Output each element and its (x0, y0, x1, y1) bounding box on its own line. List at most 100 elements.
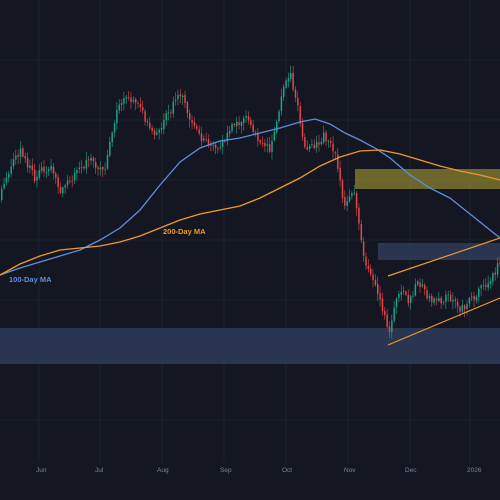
candle-body (268, 144, 271, 152)
candle-body (416, 281, 419, 285)
candle-body (496, 263, 499, 275)
price-zone (355, 169, 500, 189)
candle-body (461, 305, 464, 312)
candle-body (402, 291, 405, 293)
candle-body (344, 196, 346, 206)
candle-body (384, 310, 386, 315)
candle-body (184, 95, 186, 103)
candle-body (322, 132, 325, 143)
candle-body (313, 144, 316, 149)
candle-body (283, 86, 285, 97)
candle-body (57, 177, 59, 188)
candle-body (19, 148, 22, 157)
candle-body (257, 132, 259, 141)
candle-body (478, 288, 480, 298)
candle-body (405, 291, 407, 295)
candle-body (200, 133, 203, 142)
candle-body (214, 144, 217, 148)
candle-body (146, 121, 149, 123)
candle-body (52, 166, 55, 174)
candle-body (219, 147, 222, 149)
candle-body (116, 109, 118, 124)
candle-body (367, 265, 370, 269)
candle-body (285, 80, 287, 88)
candle-body (489, 280, 492, 284)
candle-body (210, 144, 212, 146)
candle-body (71, 180, 73, 182)
x-tick-label: Nov (344, 467, 356, 474)
candle-body (76, 170, 78, 174)
candle-body (45, 171, 48, 173)
candle-body (388, 326, 391, 333)
candle-body (409, 296, 412, 303)
x-tick-label: Sep (220, 467, 232, 474)
candle-body (191, 120, 193, 123)
candle-body (442, 301, 445, 303)
candle-body (137, 103, 139, 104)
candle-body (212, 145, 214, 146)
candle-body (120, 102, 123, 106)
candle-body (337, 154, 339, 169)
candle-body (83, 166, 85, 169)
candle-body (280, 96, 283, 112)
candle-body (50, 165, 52, 170)
candle-body (395, 298, 398, 308)
candle-body (205, 139, 207, 141)
candle-body (221, 140, 224, 147)
candle-body (172, 101, 175, 114)
candle-body (55, 173, 57, 178)
candle-body (224, 141, 226, 143)
candle-body (456, 301, 459, 307)
candle-body (95, 162, 97, 168)
candle-body (156, 132, 158, 135)
candle-body (327, 140, 330, 142)
candle-body (318, 142, 320, 145)
candle-body (29, 165, 31, 169)
candle-body (181, 95, 184, 98)
candle-body (90, 157, 92, 161)
candle-body (3, 183, 5, 189)
candle-body (386, 314, 388, 327)
candle-body (419, 282, 421, 287)
candle-body (226, 132, 229, 142)
candle-body (275, 121, 278, 133)
ma200-label: 200-Day MA (163, 227, 206, 236)
candle-body (130, 97, 132, 103)
price-zone (0, 328, 500, 364)
x-tick-label: Dec (405, 467, 417, 474)
candle-body (365, 256, 367, 266)
channel-line (387, 297, 500, 346)
candle-body (330, 140, 332, 143)
candle-body (69, 180, 71, 182)
candle-body (424, 285, 426, 290)
candle-body (334, 152, 337, 154)
candle-body (134, 98, 137, 103)
series-labels: 200-Day MA 100-Day MA (9, 227, 206, 284)
candle-body (5, 177, 8, 183)
candle-body (177, 95, 179, 100)
candle-body (315, 141, 318, 148)
candle-body (259, 140, 261, 143)
candle-body (398, 293, 400, 298)
channel-lines (387, 237, 500, 346)
candle-body (358, 207, 360, 224)
candle-body (109, 142, 111, 156)
candle-body (17, 154, 19, 157)
candle-body (320, 141, 323, 145)
candle-body (297, 97, 299, 106)
candle-body (111, 132, 113, 143)
candle-body (167, 112, 170, 114)
candle-body (391, 320, 393, 332)
candle-body (311, 144, 313, 145)
candle-body (78, 167, 81, 170)
candle-body (231, 123, 233, 131)
candle-body (196, 126, 198, 129)
candle-body (64, 185, 66, 188)
candle-body (487, 282, 489, 288)
candle-body (381, 298, 384, 312)
candle-body (139, 103, 142, 108)
candle-body (468, 297, 471, 304)
candle-body (207, 139, 210, 146)
candle-body (400, 291, 402, 295)
